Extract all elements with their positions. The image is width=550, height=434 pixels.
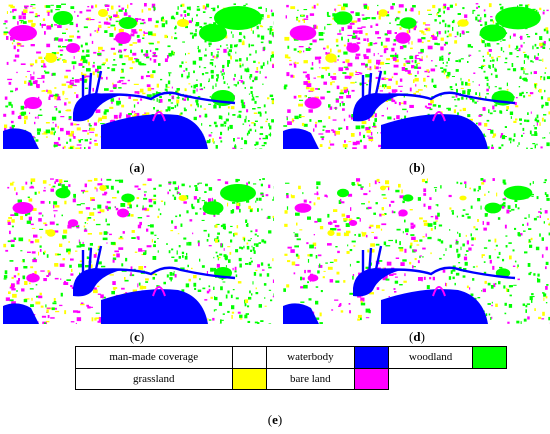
legend-swatch-man-made — [231, 346, 267, 369]
caption-a: (a) — [129, 160, 145, 175]
legend-label-man-made: man-made coverage — [75, 346, 233, 369]
caption-c: (c) — [129, 329, 145, 344]
map-panel-d — [283, 178, 550, 324]
caption-d: (d) — [409, 329, 425, 344]
legend-label-woodland: woodland — [388, 346, 473, 369]
caption-e: (e) — [267, 412, 283, 427]
legend-label-bare-land: bare land — [265, 367, 356, 390]
legend-empty-cell — [389, 368, 507, 390]
legend-label-waterbody: waterbody — [265, 346, 356, 369]
caption-b: (b) — [409, 160, 425, 175]
legend-label-grassland: grassland — [75, 367, 233, 390]
legend-swatch-waterbody — [354, 346, 390, 369]
classification-map-d — [283, 178, 550, 324]
map-panel-c — [3, 178, 274, 324]
legend-swatch-bare-land — [354, 367, 390, 390]
legend-swatch-woodland — [472, 346, 507, 369]
classification-map-a — [3, 3, 274, 149]
classification-map-b — [283, 3, 550, 149]
legend-swatch-grassland — [231, 367, 267, 390]
map-panel-b — [283, 3, 550, 149]
classification-map-c — [3, 178, 274, 324]
legend-table: man-made coverage waterbody woodland gra… — [75, 346, 507, 390]
map-panel-a — [3, 3, 274, 149]
